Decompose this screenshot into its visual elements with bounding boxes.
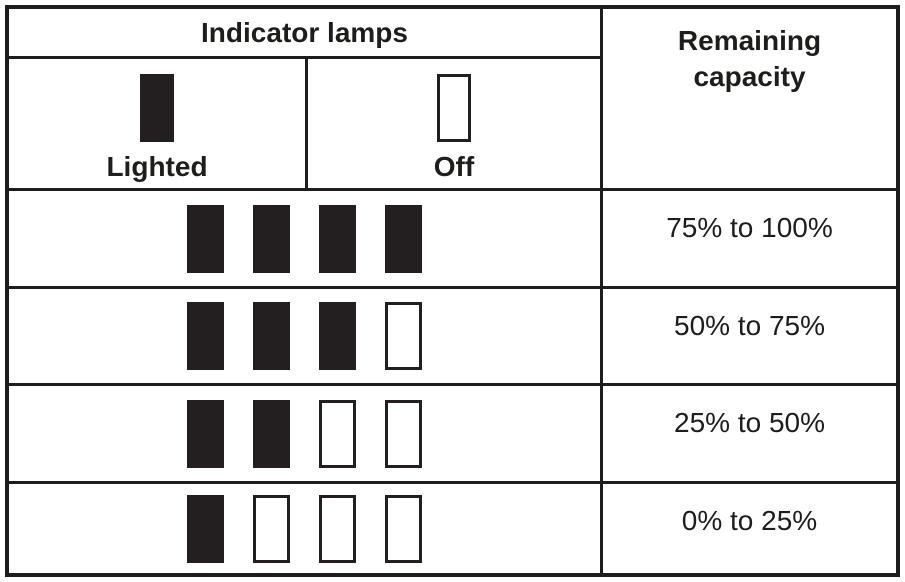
lamp-on-icon bbox=[253, 399, 290, 468]
lamp-on-icon bbox=[253, 302, 290, 370]
capacity-range-label: 50% to 75% bbox=[674, 310, 825, 341]
remaining-capacity-cell: 25% to 50% bbox=[603, 386, 896, 484]
lamp-on-icon bbox=[319, 302, 356, 370]
remaining-capacity-cell: 75% to 100% bbox=[603, 191, 896, 289]
lamp-off-icon bbox=[319, 399, 356, 468]
lamp-off-icon bbox=[385, 302, 422, 370]
capacity-range-label: 0% to 25% bbox=[681, 505, 818, 536]
lamp-legend-row: Lighted Off bbox=[9, 59, 603, 191]
off-lamp-icon bbox=[437, 74, 471, 142]
indicator-lamps-cell bbox=[9, 289, 603, 386]
indicator-lamps-cell bbox=[9, 191, 603, 289]
legend-lighted: Lighted bbox=[9, 59, 308, 188]
lamp-on-icon bbox=[253, 204, 290, 273]
lamp-on-icon bbox=[187, 302, 224, 370]
remaining-capacity-header: Remaining capacity bbox=[603, 9, 896, 191]
off-label: Off bbox=[433, 151, 475, 182]
lamp-on-icon bbox=[385, 204, 422, 273]
remaining-capacity-cell: 0% to 25% bbox=[603, 484, 896, 573]
lamp-on-icon bbox=[319, 204, 356, 273]
remaining-capacity-cell: 50% to 75% bbox=[603, 289, 896, 386]
legend-off: Off bbox=[308, 59, 600, 188]
lamp-on-icon bbox=[187, 399, 224, 468]
capacity-range-label: 25% to 50% bbox=[674, 407, 825, 438]
lamp-on-icon bbox=[187, 494, 224, 563]
lamp-off-icon bbox=[385, 399, 422, 468]
indicator-lamps-cell bbox=[9, 386, 603, 484]
capacity-range-label: 75% to 100% bbox=[666, 212, 833, 243]
lighted-lamp-icon bbox=[140, 74, 174, 142]
indicator-lamps-header: Indicator lamps bbox=[9, 9, 603, 59]
lamp-off-icon bbox=[319, 494, 356, 563]
remaining-capacity-header-label: Remaining capacity bbox=[677, 25, 822, 92]
capacity-indicator-table: Indicator lamps Remaining capacity Light… bbox=[5, 5, 900, 577]
lamp-off-icon bbox=[385, 494, 422, 563]
lamp-on-icon bbox=[187, 204, 224, 273]
indicator-lamps-cell bbox=[9, 484, 603, 573]
lighted-label: Lighted bbox=[106, 151, 208, 182]
lamp-off-icon bbox=[253, 494, 290, 563]
indicator-lamps-header-label: Indicator lamps bbox=[201, 16, 408, 48]
